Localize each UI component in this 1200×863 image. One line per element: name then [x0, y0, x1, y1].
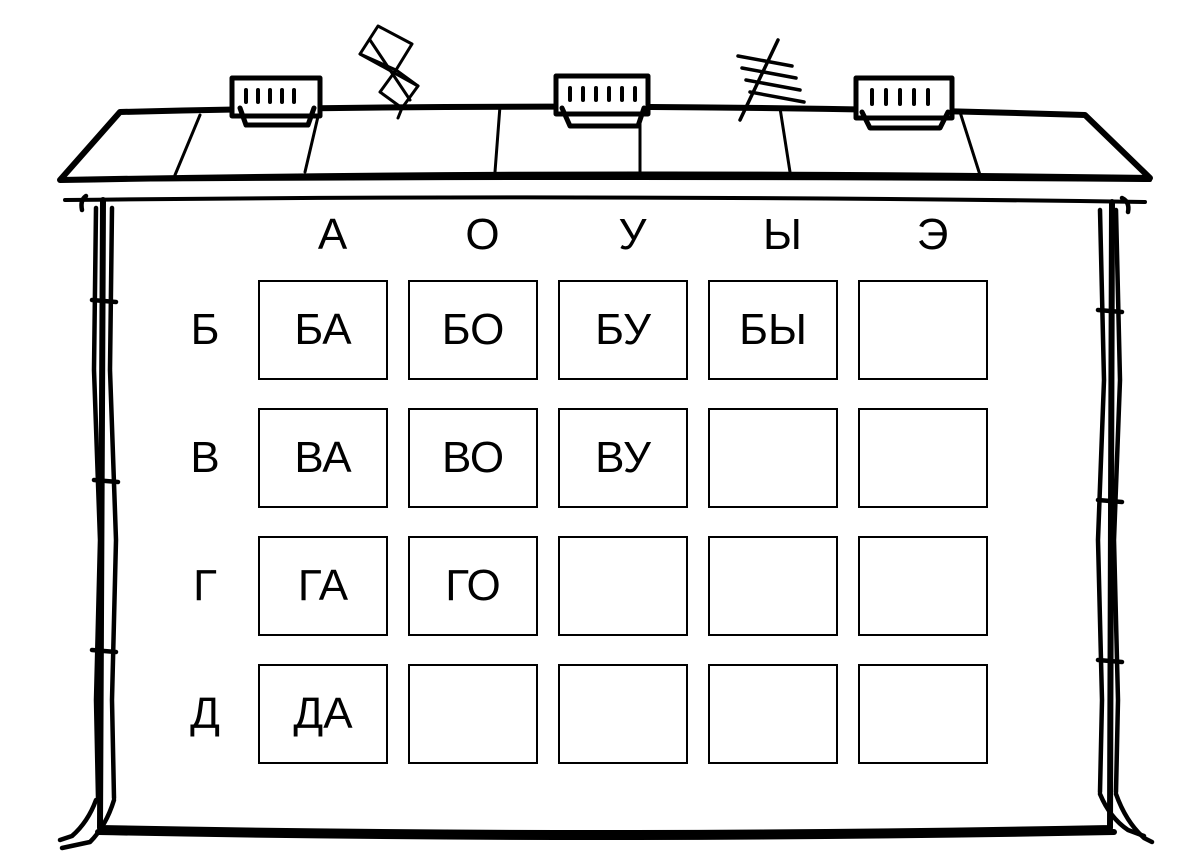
- drainpipe-icon: [60, 196, 118, 848]
- chimney-icon: [556, 76, 648, 126]
- syllable-cell[interactable]: БА: [258, 280, 388, 380]
- table-body: Б БА БО БУ БЫ В ВА ВО ВУ: [170, 280, 1040, 764]
- row-label: Д: [170, 689, 240, 739]
- antenna-icon: [738, 40, 804, 120]
- syllable-cell[interactable]: [858, 408, 988, 508]
- syllable-cell[interactable]: [558, 664, 688, 764]
- col-header: Ы: [708, 210, 858, 260]
- column-headers: А О У Ы Э: [258, 210, 1040, 260]
- col-header: О: [408, 210, 558, 260]
- row-label: Б: [170, 305, 240, 355]
- table-row: Д ДА: [170, 664, 1040, 764]
- col-header: А: [258, 210, 408, 260]
- syllable-cell[interactable]: ВА: [258, 408, 388, 508]
- row-label: В: [170, 433, 240, 483]
- row-label: Г: [170, 561, 240, 611]
- table-row: Г ГА ГО: [170, 536, 1040, 636]
- table-row: Б БА БО БУ БЫ: [170, 280, 1040, 380]
- syllable-cell[interactable]: [708, 536, 838, 636]
- kite-icon: [360, 26, 418, 118]
- syllable-cell[interactable]: БУ: [558, 280, 688, 380]
- table-row: В ВА ВО ВУ: [170, 408, 1040, 508]
- col-header: У: [558, 210, 708, 260]
- syllable-cell[interactable]: [858, 536, 988, 636]
- syllable-cell[interactable]: [708, 408, 838, 508]
- chimney-icon: [232, 78, 320, 125]
- syllable-cell[interactable]: [858, 280, 988, 380]
- syllable-cell[interactable]: ГА: [258, 536, 388, 636]
- syllable-house: А О У Ы Э Б БА БО БУ БЫ В ВА В: [0, 0, 1200, 863]
- syllable-cell[interactable]: ВУ: [558, 408, 688, 508]
- syllable-cell[interactable]: БЫ: [708, 280, 838, 380]
- syllable-cell[interactable]: ГО: [408, 536, 538, 636]
- col-header: Э: [858, 210, 1008, 260]
- syllable-cell[interactable]: БО: [408, 280, 538, 380]
- syllable-cell[interactable]: [708, 664, 838, 764]
- syllable-cell[interactable]: ДА: [258, 664, 388, 764]
- syllable-cell[interactable]: ВО: [408, 408, 538, 508]
- syllable-table: А О У Ы Э Б БА БО БУ БЫ В ВА В: [170, 210, 1040, 792]
- syllable-cell[interactable]: [558, 536, 688, 636]
- syllable-cell[interactable]: [408, 664, 538, 764]
- chimney-icon: [856, 78, 952, 128]
- drainpipe-icon: [1098, 198, 1152, 842]
- syllable-cell[interactable]: [858, 664, 988, 764]
